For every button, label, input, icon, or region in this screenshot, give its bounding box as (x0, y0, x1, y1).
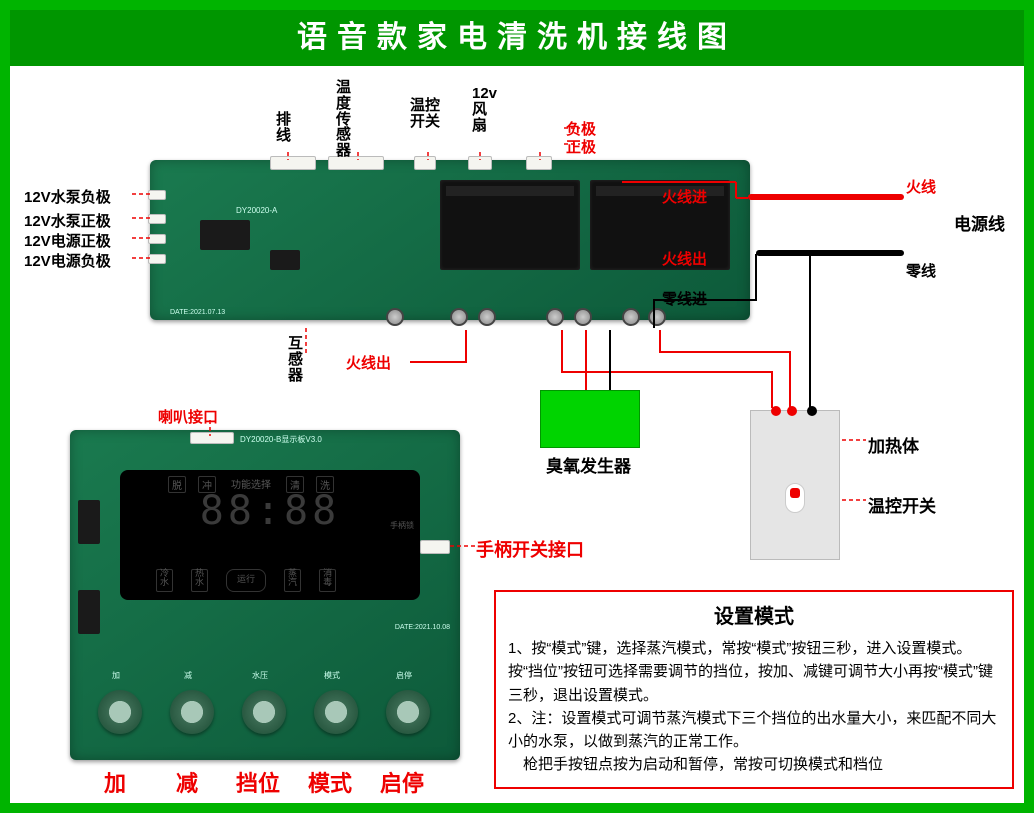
label-paixian: 排线 (276, 112, 291, 144)
title-bar: 语音款家电清洗机接线图 (10, 10, 1024, 66)
label-neutral-in: 零线进 (662, 288, 707, 309)
label-speaker: 喇叭接口 (158, 406, 218, 427)
instructions-line-2: 2、注：设置模式可调节蒸汽模式下三个挡位的出水量大小，来匹配不同大小的水泵，以做… (508, 707, 1000, 754)
knob-mode[interactable] (314, 690, 358, 734)
knob-label-gear: 挡位 (236, 766, 280, 798)
label-live-in: 火线进 (662, 186, 707, 207)
knob-gear[interactable] (242, 690, 286, 734)
instructions-line-1: 1、按“模式”键，选择蒸汽模式，常按“模式”按钮三秒，进入设置模式。按“挡位”按… (508, 637, 1000, 707)
label-hugan: 互感器 (288, 336, 303, 383)
label-ozone: 臭氧发生器 (546, 452, 631, 477)
label-handle: 手柄开关接口 (476, 536, 584, 562)
ozone-generator (540, 390, 640, 448)
label-temp-switch: 温控开关 (410, 98, 440, 130)
knob-label-sub: 减 (176, 766, 198, 798)
thermal-switch-icon (785, 483, 805, 513)
knob-label-mode: 模式 (308, 766, 352, 798)
label-pwr-pos: 12V电源正极 (24, 230, 111, 251)
label-live: 火线 (906, 176, 936, 197)
knob-add[interactable] (98, 690, 142, 734)
label-tempsw: 温控开关 (868, 492, 936, 517)
knob-label-startstop: 启停 (380, 766, 424, 798)
label-neutral: 零线 (906, 260, 936, 281)
label-pump-pos: 12V水泵正极 (24, 210, 111, 231)
knob-sub[interactable] (170, 690, 214, 734)
label-fan: 12v风扇 (472, 86, 497, 133)
main-pcb: DY20020-A DATE:2021.07.13 (150, 160, 750, 320)
instructions-title: 设置模式 (508, 602, 1000, 633)
display-pcb: 脱冲 功能选择 清洗 88:88 冷水热水 运行 蒸汽消毒 手柄锁 DY2002… (70, 430, 460, 760)
label-heater: 加热体 (868, 432, 919, 457)
label-live-out1: 火线出 (662, 248, 707, 269)
neutral-wire (756, 250, 904, 256)
diagram-frame: 语音款家电清洗机接线图 DY20020-A DATE:2021.07.13 脱冲 (0, 0, 1034, 813)
knob-startstop[interactable] (386, 690, 430, 734)
label-pwr-neg: 12V电源负极 (24, 250, 111, 271)
label-pos: 正极 (566, 136, 596, 157)
label-pump-neg: 12V水泵负极 (24, 186, 111, 207)
knob-label-add: 加 (104, 766, 126, 798)
label-live-out2: 火线出 (346, 352, 391, 373)
live-wire (748, 194, 904, 200)
lcd-display: 脱冲 功能选择 清洗 88:88 冷水热水 运行 蒸汽消毒 手柄锁 (120, 470, 420, 600)
heater-body (750, 410, 840, 560)
label-power-cable: 电源线 (954, 210, 1005, 235)
label-temp-sensor: 温度传感器 (336, 80, 351, 159)
instructions-box: 设置模式 1、按“模式”键，选择蒸汽模式，常按“模式”按钮三秒，进入设置模式。按… (494, 590, 1014, 789)
instructions-line-3: 枪把手按钮点按为启动和暂停，常按可切换模式和档位 (508, 753, 1000, 776)
